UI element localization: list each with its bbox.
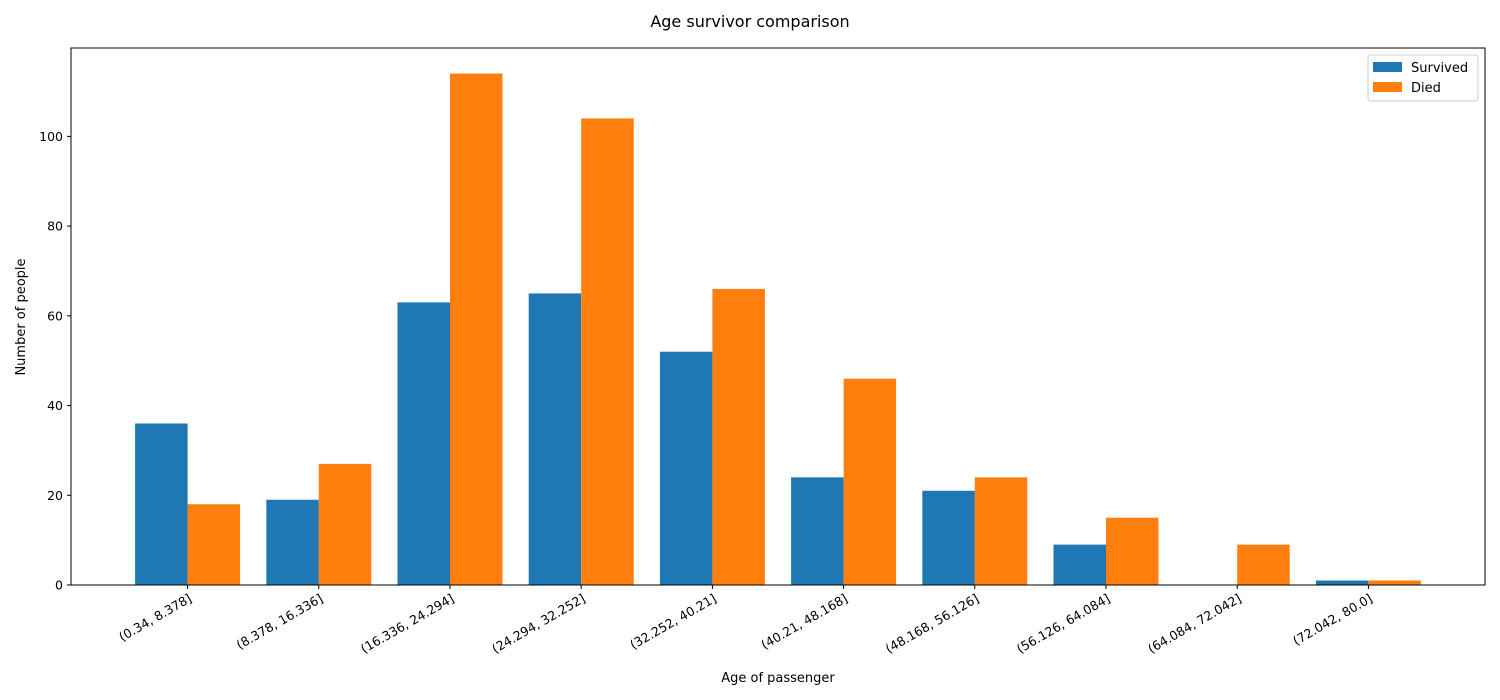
- bar-died-8: [1237, 544, 1290, 585]
- bar-survived-6: [922, 490, 975, 585]
- bar-died-1: [318, 463, 372, 585]
- bar-died-6: [974, 477, 1028, 585]
- bar-survived-7: [1053, 544, 1106, 585]
- x-tick-label: (48.168, 56.126]: [883, 591, 982, 657]
- y-tick-label: 40: [47, 398, 63, 413]
- bar-survived-1: [266, 499, 319, 585]
- bars-group: [135, 73, 1421, 586]
- bar-survived-3: [528, 293, 582, 585]
- x-tick-label: (0.34, 8.378]: [116, 591, 194, 645]
- x-axis: (0.34, 8.378] (8.378, 16.336] (16.336, 24.…: [116, 585, 1375, 656]
- bar-survived-5: [791, 477, 844, 585]
- x-tick-label: (8.378, 16.336]: [234, 591, 326, 653]
- x-tick-label: (40.21, 48.168]: [758, 591, 850, 653]
- x-tick-label: (32.252, 40.21]: [627, 591, 719, 653]
- x-tick-label: (16.336, 24.294]: [358, 591, 457, 657]
- x-axis-label: Age of passenger: [721, 671, 835, 686]
- legend: Survived Died: [1367, 54, 1479, 102]
- x-tick-label: (56.126, 64.084]: [1014, 591, 1113, 657]
- legend-label-died: Died: [1411, 81, 1441, 96]
- bar-survived-9: [1315, 580, 1369, 585]
- y-axis-label: Number of people: [14, 258, 29, 375]
- bar-survived-4: [659, 351, 713, 585]
- x-tick-label: (24.294, 32.252]: [489, 591, 588, 657]
- y-tick-label: 100: [39, 129, 63, 144]
- bar-died-2: [450, 73, 503, 585]
- x-tick-label: (64.084, 72.042]: [1145, 591, 1244, 657]
- legend-swatch-died: [1373, 82, 1402, 92]
- bar-died-0: [187, 504, 241, 585]
- legend-swatch-survived: [1373, 62, 1402, 72]
- x-tick-label: (72.042, 80.0]: [1290, 591, 1375, 649]
- y-tick-label: 0: [55, 578, 63, 593]
- plot-frame: [70, 47, 1486, 586]
- bar-survived-2: [397, 302, 450, 585]
- y-tick-label: 20: [47, 488, 63, 503]
- y-tick-label: 60: [47, 308, 63, 323]
- bar-died-7: [1106, 517, 1159, 585]
- bar-died-9: [1368, 580, 1421, 585]
- bar-survived-0: [135, 423, 188, 585]
- bar-died-4: [712, 288, 765, 585]
- bar-died-3: [581, 118, 634, 586]
- legend-label-survived: Survived: [1411, 61, 1468, 76]
- y-axis: 0 20 40 60 80 100: [39, 129, 71, 593]
- chart-title: Age survivor comparison: [650, 12, 849, 31]
- bar-died-5: [843, 378, 897, 585]
- y-tick-label: 80: [47, 219, 63, 234]
